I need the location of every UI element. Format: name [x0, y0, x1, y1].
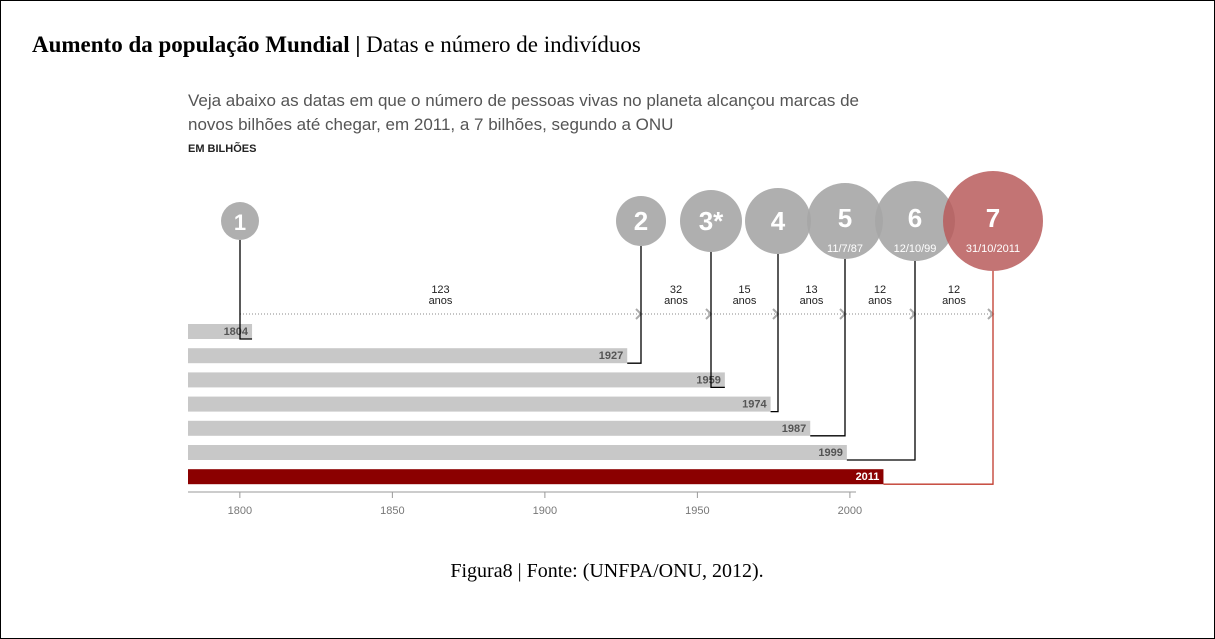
milestone-number: 6: [908, 203, 922, 233]
bar: [188, 348, 628, 364]
interval-unit: anos: [800, 295, 824, 307]
bar-label: 2011: [856, 471, 880, 483]
bar: [188, 469, 884, 485]
bar: [188, 445, 847, 460]
milestone-number: 2: [634, 206, 648, 236]
x-tick-label: 2000: [838, 505, 862, 517]
interval-label: 12: [948, 284, 960, 296]
title: Aumento da população Mundial | Datas e n…: [32, 32, 641, 57]
interval-unit: anos: [733, 295, 757, 307]
title-rest: Datas e número de indivíduos: [366, 32, 641, 57]
connector: [883, 271, 994, 485]
interval-label: 12: [874, 284, 886, 296]
interval-label: 15: [738, 284, 750, 296]
interval-unit: anos: [868, 295, 892, 307]
unit-label: EM BILHÕES: [188, 142, 256, 155]
milestone-circle: [680, 190, 742, 252]
connector: [627, 246, 642, 364]
milestone-number: 7: [986, 203, 1000, 233]
subtitle: novos bilhões até chegar, em 2011, a 7 b…: [188, 115, 673, 134]
bar: [188, 420, 811, 436]
connector: [846, 261, 916, 461]
interval-label: 32: [670, 284, 682, 296]
bar-label: 1999: [818, 447, 842, 459]
bar-label: 1987: [782, 423, 806, 435]
milestone-circle: [616, 196, 666, 246]
bar-label: 1959: [696, 374, 720, 386]
milestone-number: 1: [234, 210, 246, 235]
milestone-circle: [807, 183, 883, 259]
milestone-number: 4: [771, 206, 786, 236]
connector: [710, 252, 725, 389]
milestone-number: 3*: [699, 206, 724, 236]
connector: [810, 259, 846, 437]
interval-label: 123: [431, 284, 449, 296]
title-bold: Aumento da população Mundial |: [32, 32, 360, 57]
interval-unit: anos: [429, 295, 453, 307]
interval-unit: anos: [942, 295, 966, 307]
milestone-circle: [221, 202, 259, 240]
interval-label: 13: [805, 284, 817, 296]
bar: [188, 372, 725, 388]
bar-label: 1974: [742, 399, 767, 411]
x-tick-label: 1800: [228, 505, 252, 517]
milestone-number: 5: [838, 203, 852, 233]
bar: [188, 324, 253, 339]
milestone-circle: [875, 181, 955, 261]
milestone-date: 11/7/87: [827, 243, 863, 255]
connector: [239, 240, 253, 340]
milestone-circle: [943, 171, 1043, 271]
bar-label: 1804: [224, 326, 249, 338]
caption: Figura8 | Fonte: (UNFPA/ONU, 2012).: [450, 560, 763, 582]
x-tick-label: 1950: [685, 505, 709, 517]
milestone-circle: [745, 188, 811, 254]
milestone-date: 12/10/99: [894, 243, 937, 255]
subtitle: Veja abaixo as datas em que o número de …: [188, 91, 859, 110]
x-tick-label: 1900: [533, 505, 557, 517]
arrow-head: [772, 308, 780, 320]
bar: [188, 396, 771, 412]
interval-unit: anos: [664, 295, 688, 307]
bar-label: 1927: [599, 350, 623, 362]
milestone-date: 31/10/2011: [966, 243, 1020, 255]
x-tick-label: 1850: [380, 505, 404, 517]
connector: [770, 254, 779, 413]
